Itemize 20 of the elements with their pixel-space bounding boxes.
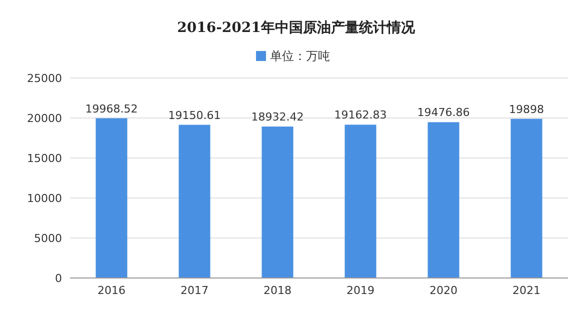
x-tick-label: 2019	[346, 284, 374, 297]
x-tick-label: 2020	[430, 284, 458, 297]
chart-title: 2016-2021年中国原油产量统计情况	[177, 19, 416, 36]
x-tick-label: 2017	[180, 284, 208, 297]
y-tick-label: 25000	[27, 72, 62, 85]
data-label: 19968.52	[85, 102, 138, 116]
y-tick-label: 10000	[27, 192, 62, 205]
x-tick-label: 2018	[264, 284, 292, 297]
x-tick-label: 2016	[98, 284, 126, 297]
y-tick-label: 20000	[27, 112, 62, 125]
data-label: 19898	[509, 102, 544, 116]
data-label: 19476.86	[417, 106, 470, 120]
data-label: 19150.61	[168, 108, 221, 122]
y-tick-label: 15000	[27, 152, 62, 165]
legend-label: 单位：万吨	[270, 49, 330, 63]
data-label: 19162.83	[334, 108, 387, 122]
x-tick-label: 2021	[512, 284, 540, 297]
y-tick-label: 5000	[34, 232, 62, 245]
data-label: 18932.42	[251, 110, 304, 124]
y-tick-label: 0	[55, 272, 62, 285]
